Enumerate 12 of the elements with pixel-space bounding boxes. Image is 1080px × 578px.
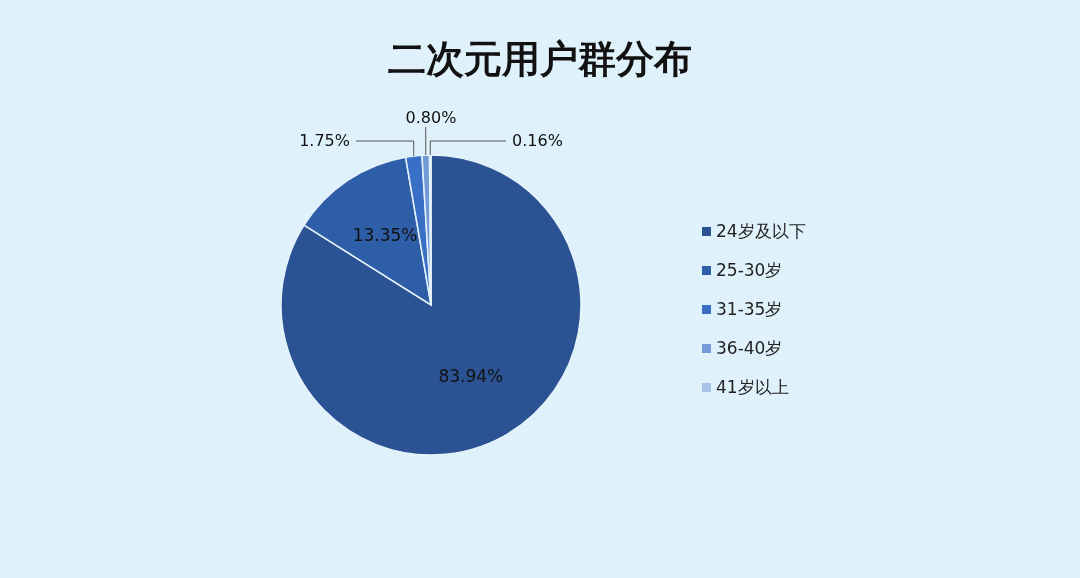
- legend-label: 31-35岁: [716, 299, 783, 319]
- legend-label: 41岁以上: [716, 377, 789, 397]
- legend-label: 25-30岁: [716, 260, 783, 280]
- legend-label: 24岁及以下: [716, 221, 806, 241]
- legend-label: 36-40岁: [716, 338, 783, 358]
- data-label: 0.16%: [512, 130, 563, 150]
- pie-slice: [280, 154, 582, 456]
- data-label: 83.94%: [438, 366, 504, 387]
- data-label: 13.35%: [352, 225, 418, 246]
- data-label: 0.80%: [405, 108, 457, 127]
- chart-title: 二次元用户群分布: [388, 37, 692, 81]
- data-label: 1.75%: [299, 130, 350, 150]
